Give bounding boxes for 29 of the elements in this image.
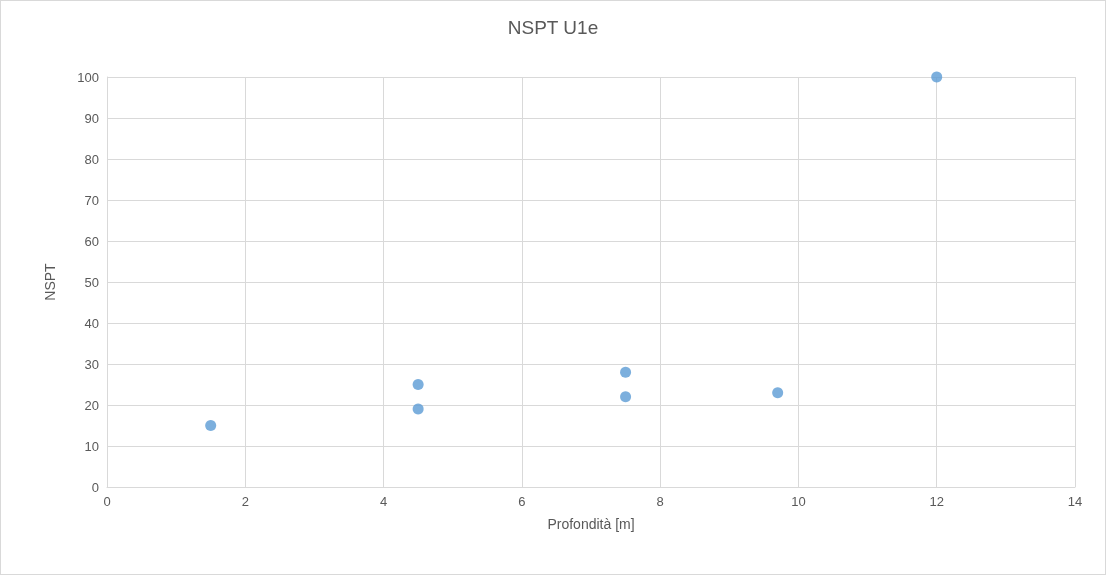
- y-tick-label: 30: [84, 356, 99, 372]
- point: [931, 71, 943, 83]
- point: [772, 387, 784, 399]
- point: [205, 420, 217, 431]
- x-axis-title: Profondità [m]: [547, 516, 635, 532]
- point: [412, 403, 424, 415]
- y-tick-label: 100: [77, 69, 99, 85]
- y-axis-title: NSPT: [42, 262, 58, 301]
- y-tick-label: 40: [84, 315, 99, 331]
- point: [412, 379, 424, 390]
- y-tick-label: 20: [84, 397, 99, 413]
- x-tick-label: 4: [379, 494, 388, 509]
- x-tick-label: 0: [103, 494, 111, 509]
- x-tick-label: 10: [791, 494, 806, 509]
- y-tick-label: 90: [84, 110, 99, 126]
- y-tick-label: 0: [91, 479, 99, 495]
- y-tick-label: 10: [84, 438, 99, 454]
- y-tick-label: 50: [84, 274, 99, 290]
- point: [620, 391, 632, 403]
- y-tick-label: 80: [84, 151, 99, 167]
- y-tick-label: 60: [84, 233, 99, 249]
- x-tick-label: 12: [929, 494, 944, 509]
- y-tick-label: 70: [84, 192, 99, 208]
- x-tick-label: 8: [656, 494, 664, 509]
- x-tick-label: 2: [241, 494, 249, 509]
- chart-title: NSPT U1e: [507, 17, 599, 38]
- x-tick-label: 6: [518, 494, 526, 509]
- x-tick-label: 14: [1067, 494, 1083, 509]
- point: [620, 366, 632, 378]
